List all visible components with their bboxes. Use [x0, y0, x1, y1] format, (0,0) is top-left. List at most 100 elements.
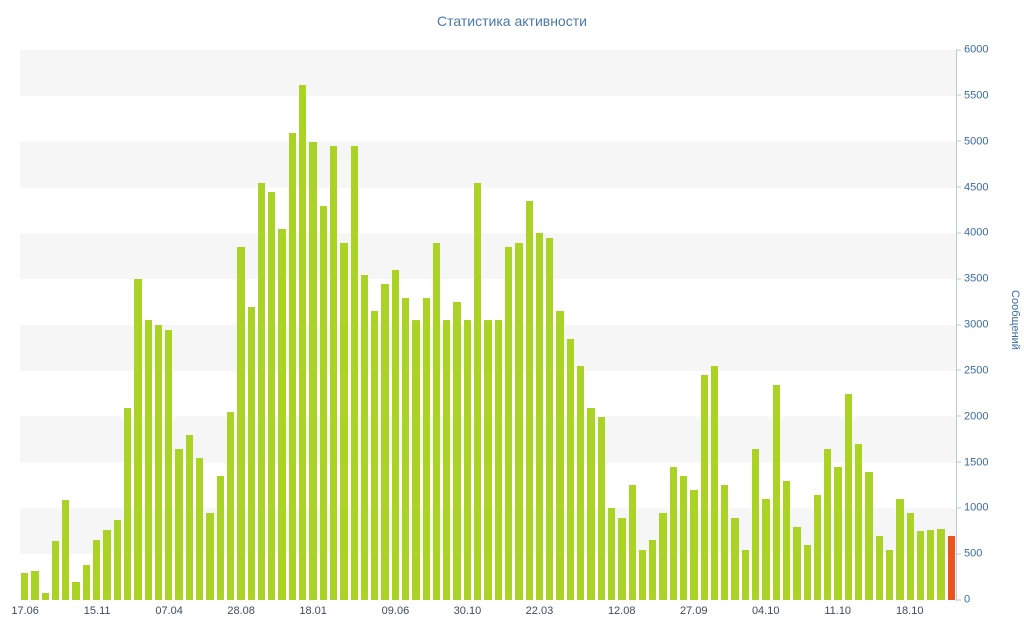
- bar: [93, 540, 101, 600]
- x-tick-label: 12.08: [607, 605, 636, 617]
- bar: [247, 306, 255, 600]
- y-tick-label: 500: [956, 548, 982, 560]
- bar: [587, 407, 595, 600]
- bar: [927, 530, 935, 600]
- bar: [515, 242, 523, 600]
- bar: [803, 545, 811, 600]
- x-tick-label: 11.10: [824, 605, 852, 617]
- bar: [123, 407, 132, 600]
- y-tick-label: 4500: [956, 182, 988, 193]
- bar: [618, 517, 626, 600]
- bar: [813, 494, 822, 600]
- bar: [669, 467, 677, 600]
- bar: [659, 512, 667, 600]
- x-axis: 17.06 15.11 07.04 28.08 18.01 09.06 30.10 22.03…: [11, 605, 956, 623]
- y-tick-mark: [956, 140, 961, 142]
- bar: [463, 320, 472, 600]
- bar: [237, 247, 245, 600]
- bar: [154, 325, 163, 600]
- y-tick-label: 2500: [956, 365, 988, 376]
- bar: [597, 416, 605, 600]
- bar: [62, 500, 70, 600]
- bar: [504, 247, 513, 600]
- y-axis-line: [956, 50, 957, 601]
- bar: [31, 570, 39, 600]
- y-tick-label: 4000: [956, 227, 988, 239]
- bars-container: [20, 50, 956, 600]
- bar: [103, 530, 111, 600]
- bar: [196, 457, 204, 600]
- bar: [257, 182, 266, 600]
- bar: [556, 311, 564, 600]
- x-tick-label: 22.03: [525, 605, 554, 617]
- bar: [422, 297, 430, 600]
- bar: [206, 512, 214, 600]
- bar: [535, 233, 544, 600]
- y-tick-mark: [956, 186, 961, 188]
- bar: [525, 201, 533, 600]
- y-tick-label: 1000: [956, 502, 988, 514]
- y-tick-mark: [956, 369, 961, 371]
- y-tick-mark: [956, 278, 961, 280]
- bar: [834, 467, 842, 600]
- bar: [226, 412, 235, 600]
- x-tick-label: 18.01: [299, 605, 327, 617]
- bar: [381, 283, 389, 600]
- bar: [278, 228, 286, 600]
- bar: [680, 476, 688, 600]
- plot-area: [20, 50, 956, 600]
- y-tick-mark: [956, 599, 961, 601]
- bar: [690, 490, 698, 600]
- x-tick-label: 30.10: [453, 605, 482, 617]
- bar: [772, 384, 780, 600]
- bar: [782, 480, 791, 600]
- y-axis: 0 500 1000 1500 2000 2500 3000 3500 4000 4500 5000…: [956, 44, 1022, 605]
- y-tick-label: 6000: [956, 44, 988, 56]
- bar: [72, 581, 80, 600]
- bar: [144, 320, 152, 600]
- y-tick-label: 2000: [956, 411, 988, 422]
- bar-highlighted: [947, 535, 956, 600]
- bar: [391, 270, 399, 600]
- bar: [824, 448, 832, 600]
- bar: [175, 448, 183, 600]
- bar: [865, 471, 873, 600]
- bar: [721, 485, 729, 600]
- bar: [793, 526, 801, 600]
- bar: [638, 549, 647, 600]
- x-tick-label: 09.06: [381, 605, 410, 617]
- y-axis-title: Сообщений: [1009, 290, 1021, 350]
- y-tick-mark: [956, 553, 961, 555]
- bar: [268, 192, 276, 600]
- bar: [700, 375, 708, 600]
- y-tick-label: 1500: [956, 457, 988, 468]
- bar: [185, 435, 194, 600]
- bar: [401, 297, 410, 600]
- bar: [855, 444, 863, 600]
- bar: [741, 549, 750, 600]
- bar: [309, 141, 317, 600]
- y-tick-label: 3500: [956, 273, 988, 285]
- bar: [412, 320, 420, 600]
- bar: [710, 366, 719, 600]
- bar: [844, 393, 853, 600]
- bar: [628, 485, 636, 600]
- y-tick-mark: [956, 415, 961, 417]
- y-tick-label: 5000: [956, 136, 988, 147]
- bar: [752, 448, 760, 600]
- bar: [216, 476, 224, 600]
- bar: [299, 84, 307, 600]
- bar: [875, 535, 883, 600]
- bar: [607, 508, 616, 600]
- x-tick-label: 27.09: [679, 605, 708, 617]
- bar: [453, 302, 461, 600]
- bar: [443, 320, 451, 600]
- x-tick-label: 15.11: [83, 605, 111, 617]
- bar: [937, 529, 945, 600]
- bar: [51, 541, 60, 600]
- x-tick-label: 28.08: [227, 605, 255, 617]
- y-tick-mark: [956, 324, 961, 326]
- bar: [916, 531, 925, 600]
- bar: [906, 512, 914, 600]
